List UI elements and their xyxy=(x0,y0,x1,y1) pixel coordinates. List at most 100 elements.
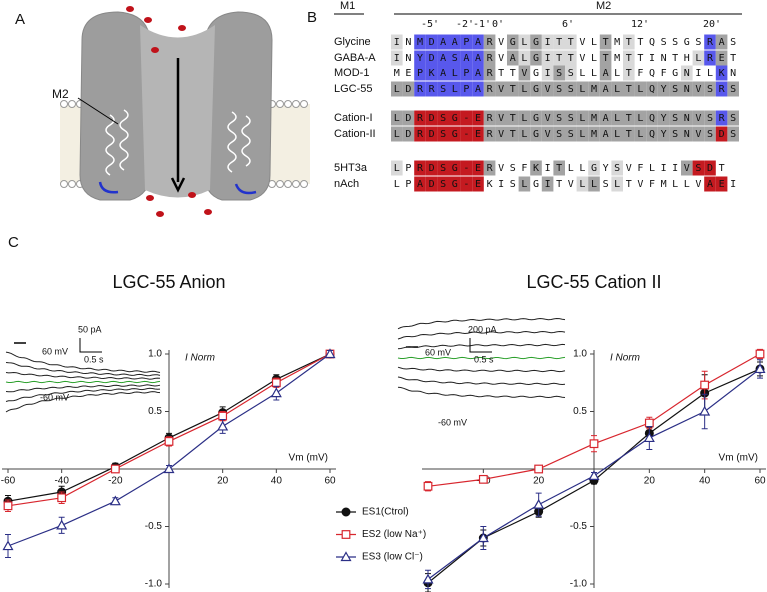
residue-cell xyxy=(611,160,623,176)
marker xyxy=(218,411,228,421)
current-trace xyxy=(397,343,566,350)
residue-cell xyxy=(565,50,577,66)
residue-cell xyxy=(507,34,519,50)
current-trace xyxy=(5,371,161,380)
residue-cell xyxy=(530,126,542,142)
residue-cell xyxy=(495,126,507,142)
marker xyxy=(533,498,545,509)
residue-cell xyxy=(518,34,531,50)
residue-cell xyxy=(449,176,461,192)
residue-cell xyxy=(657,81,670,97)
residue-cell xyxy=(681,126,693,142)
residue-cell xyxy=(460,126,473,142)
residue-cell xyxy=(472,110,484,126)
sequence-name: 5HT3a xyxy=(334,162,368,174)
current-trace xyxy=(5,384,161,393)
sequence-name: MOD-1 xyxy=(334,67,369,79)
lipid-head xyxy=(60,100,68,108)
marker xyxy=(754,363,766,374)
residue-cell xyxy=(692,50,705,66)
y-tick-label: -1.0 xyxy=(145,579,163,590)
residue-cell xyxy=(704,34,716,50)
residue-cell xyxy=(391,50,403,66)
sequence-name: Glycine xyxy=(334,36,371,48)
panel-label: C xyxy=(8,234,19,251)
current-trace xyxy=(397,330,566,340)
x-tick-label: -20 xyxy=(108,476,123,487)
position-label: -1' xyxy=(473,19,491,30)
residue-cell xyxy=(449,126,461,142)
residue-cell xyxy=(391,34,403,50)
residue-cell xyxy=(692,126,705,142)
marker xyxy=(643,432,655,443)
x-axis-label: Vm (mV) xyxy=(719,453,758,464)
residue-cell xyxy=(449,81,461,97)
residue-cell xyxy=(425,50,438,66)
residue-cell xyxy=(715,110,728,126)
inset-label: 0.5 s xyxy=(84,354,104,364)
residue-cell xyxy=(704,81,716,97)
residue-cell xyxy=(692,110,705,126)
residue-cell xyxy=(402,126,415,142)
marker xyxy=(217,420,229,431)
marker xyxy=(478,474,488,484)
residue-cell xyxy=(599,34,612,50)
residue-cell xyxy=(483,126,496,142)
marker xyxy=(534,464,544,474)
residue-cell xyxy=(588,126,600,142)
residue-cell xyxy=(437,160,449,176)
residue-cell xyxy=(414,65,426,81)
residue-cell xyxy=(541,50,554,66)
residue-cell xyxy=(472,126,484,142)
residue-cell xyxy=(483,65,496,81)
y-tick-label: 0.5 xyxy=(573,406,587,417)
residue-cell xyxy=(634,81,647,97)
residue-cell xyxy=(657,110,670,126)
residue-cell xyxy=(460,160,473,176)
residue-cell xyxy=(495,81,507,97)
residue-cell xyxy=(565,126,577,142)
residue-cell xyxy=(715,176,728,192)
m2-label: M2 xyxy=(52,87,69,101)
pointer xyxy=(77,97,119,125)
residue-cell xyxy=(576,110,589,126)
residue-cell xyxy=(425,81,438,97)
panel-label: B xyxy=(307,9,317,26)
lipid-head xyxy=(60,180,68,188)
residue-cell xyxy=(414,160,426,176)
residue-cell xyxy=(646,81,658,97)
residue-cell xyxy=(414,126,426,142)
residue-cell xyxy=(565,110,577,126)
channel-diagram xyxy=(60,6,310,217)
residue-cell xyxy=(425,160,438,176)
lipid-head xyxy=(284,100,292,108)
residue-cell xyxy=(414,81,426,97)
residue-cell xyxy=(414,50,426,66)
residue-cell xyxy=(507,126,519,142)
residue-cell xyxy=(460,50,473,66)
residue-cell xyxy=(588,110,600,126)
residue-cell xyxy=(623,126,635,142)
marker xyxy=(270,387,282,398)
marker xyxy=(588,470,600,480)
marker xyxy=(423,481,433,491)
residue-cell xyxy=(530,81,542,97)
residue-cell xyxy=(715,34,728,50)
x-tick-label: -60 xyxy=(1,476,16,487)
residue-cell xyxy=(541,176,554,192)
residue-cell xyxy=(599,50,612,66)
y-tick-label: -0.5 xyxy=(145,521,163,532)
residue-cell xyxy=(599,65,612,81)
residue-cell xyxy=(402,110,415,126)
marker xyxy=(341,507,351,517)
residue-cell xyxy=(391,81,403,97)
current-trace xyxy=(397,356,566,360)
legend-label: ES3 (low Cl⁻) xyxy=(362,552,423,563)
lipid-head xyxy=(276,180,284,188)
residue-cell xyxy=(727,110,739,126)
marker xyxy=(341,530,351,539)
position-label: 0' xyxy=(492,19,504,30)
y-tick-label: 0.5 xyxy=(148,406,162,417)
current-trace xyxy=(5,351,161,373)
residue-cell xyxy=(437,81,449,97)
